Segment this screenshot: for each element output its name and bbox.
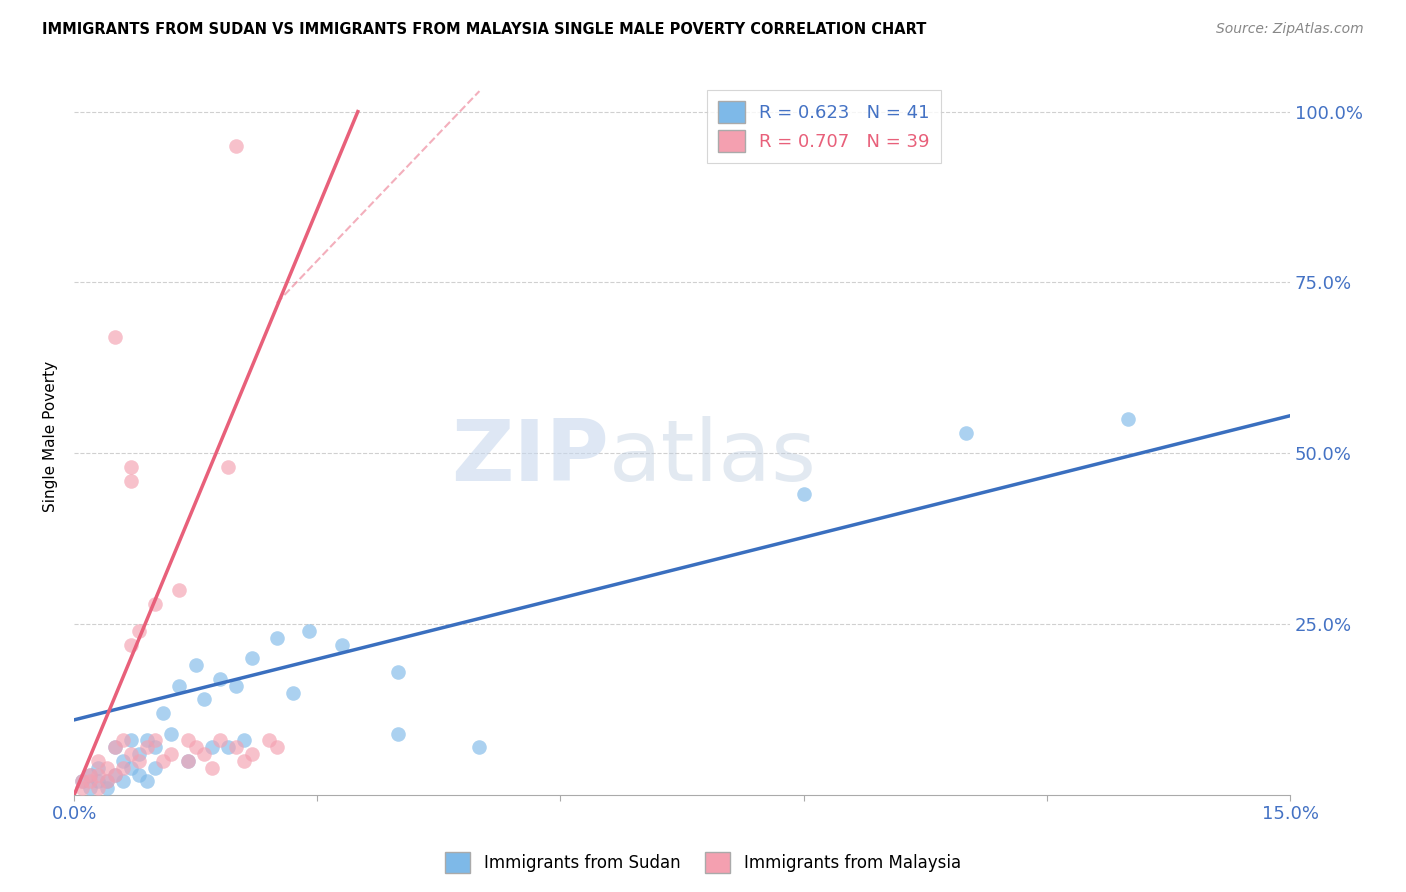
- Point: [104, 330, 127, 344]
- Point: [217, 740, 239, 755]
- Point: [136, 740, 159, 755]
- Point: [128, 754, 150, 768]
- Text: IMMIGRANTS FROM SUDAN VS IMMIGRANTS FROM MALAYSIA SINGLE MALE POVERTY CORRELATIO: IMMIGRANTS FROM SUDAN VS IMMIGRANTS FROM…: [42, 22, 927, 37]
- Point: [330, 638, 353, 652]
- Point: [143, 733, 166, 747]
- Point: [79, 774, 101, 789]
- Point: [193, 747, 215, 761]
- Point: [208, 672, 231, 686]
- Point: [87, 754, 110, 768]
- Point: [104, 740, 127, 755]
- Point: [96, 761, 118, 775]
- Point: [387, 665, 409, 679]
- Text: ZIP: ZIP: [451, 417, 609, 500]
- Point: [233, 754, 256, 768]
- Point: [120, 638, 142, 652]
- Point: [104, 740, 127, 755]
- Point: [176, 754, 198, 768]
- Point: [225, 138, 247, 153]
- Point: [201, 761, 224, 775]
- Point: [176, 733, 198, 747]
- Point: [120, 761, 142, 775]
- Point: [143, 740, 166, 755]
- Point: [152, 754, 174, 768]
- Point: [111, 733, 134, 747]
- Text: atlas: atlas: [609, 417, 817, 500]
- Point: [955, 425, 977, 440]
- Point: [266, 740, 288, 755]
- Point: [242, 651, 264, 665]
- Point: [468, 740, 491, 755]
- Point: [1116, 412, 1139, 426]
- Point: [208, 733, 231, 747]
- Point: [104, 767, 127, 781]
- Text: Source: ZipAtlas.com: Source: ZipAtlas.com: [1216, 22, 1364, 37]
- Point: [111, 754, 134, 768]
- Point: [281, 685, 304, 699]
- Point: [169, 582, 191, 597]
- Point: [96, 781, 118, 796]
- Point: [257, 733, 280, 747]
- Point: [120, 460, 142, 475]
- Point: [96, 774, 118, 789]
- Point: [152, 706, 174, 720]
- Point: [169, 679, 191, 693]
- Legend: Immigrants from Sudan, Immigrants from Malaysia: Immigrants from Sudan, Immigrants from M…: [439, 846, 967, 880]
- Point: [128, 747, 150, 761]
- Point: [225, 740, 247, 755]
- Point: [70, 774, 93, 789]
- Point: [87, 761, 110, 775]
- Point: [128, 624, 150, 638]
- Point: [87, 767, 110, 781]
- Point: [111, 774, 134, 789]
- Y-axis label: Single Male Poverty: Single Male Poverty: [44, 360, 58, 512]
- Point: [242, 747, 264, 761]
- Point: [793, 487, 815, 501]
- Point: [120, 474, 142, 488]
- Point: [111, 761, 134, 775]
- Point: [217, 460, 239, 475]
- Point: [120, 747, 142, 761]
- Point: [128, 767, 150, 781]
- Point: [176, 754, 198, 768]
- Point: [136, 774, 159, 789]
- Point: [233, 733, 256, 747]
- Point: [266, 631, 288, 645]
- Point: [184, 658, 207, 673]
- Point: [201, 740, 224, 755]
- Point: [120, 733, 142, 747]
- Point: [87, 774, 110, 789]
- Point: [143, 761, 166, 775]
- Point: [104, 767, 127, 781]
- Point: [160, 726, 183, 740]
- Point: [143, 597, 166, 611]
- Point: [79, 767, 101, 781]
- Point: [96, 774, 118, 789]
- Point: [79, 781, 101, 796]
- Point: [298, 624, 321, 638]
- Point: [70, 774, 93, 789]
- Point: [225, 679, 247, 693]
- Point: [70, 781, 93, 796]
- Point: [87, 781, 110, 796]
- Point: [160, 747, 183, 761]
- Point: [136, 733, 159, 747]
- Point: [387, 726, 409, 740]
- Point: [184, 740, 207, 755]
- Point: [79, 767, 101, 781]
- Point: [193, 692, 215, 706]
- Legend: R = 0.623   N = 41, R = 0.707   N = 39: R = 0.623 N = 41, R = 0.707 N = 39: [707, 90, 941, 163]
